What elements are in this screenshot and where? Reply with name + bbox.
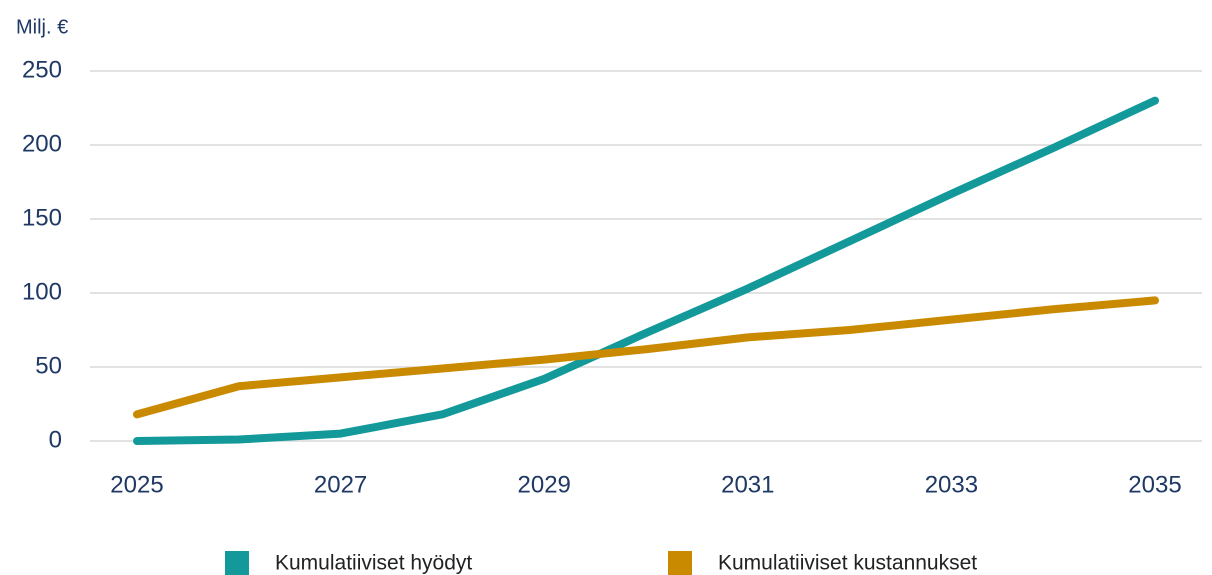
- y-tick-label: 150: [22, 204, 62, 231]
- y-tick-label: 0: [49, 426, 62, 453]
- x-tick-label: 2033: [925, 471, 978, 498]
- y-axis-label: Milj. €: [16, 16, 68, 38]
- y-tick-label: 50: [35, 352, 62, 379]
- legend-swatch: [225, 551, 249, 575]
- x-tick-label: 2035: [1128, 471, 1181, 498]
- series-line: [133, 296, 1159, 419]
- x-tick-label: 2027: [314, 471, 367, 498]
- legend-label: Kumulatiiviset hyödyt: [275, 552, 472, 575]
- y-tick-label: 100: [22, 278, 62, 305]
- legend-swatch: [668, 551, 692, 575]
- y-tick-label: 200: [22, 130, 62, 157]
- legend-label: Kumulatiiviset kustannukset: [718, 552, 977, 575]
- series-line: [133, 96, 1159, 445]
- y-tick-label: 250: [22, 56, 62, 83]
- x-tick-label: 2025: [110, 471, 163, 498]
- x-tick-label: 2031: [721, 471, 774, 498]
- x-tick-label: 2029: [518, 471, 571, 498]
